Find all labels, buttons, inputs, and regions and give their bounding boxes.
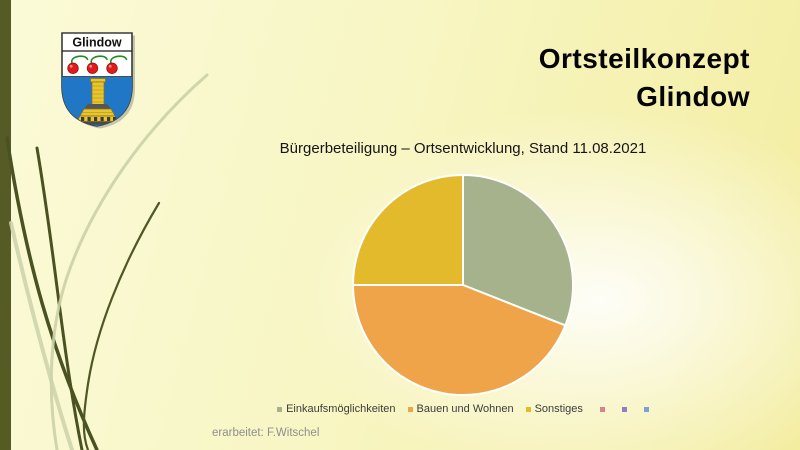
legend-label: Bauen und Wohnen — [416, 403, 514, 415]
chart-legend: Einkaufsmöglichkeiten Bauen und Wohnen Son… — [250, 401, 676, 417]
crest-brick-kiln — [73, 78, 122, 125]
legend-item-5 — [643, 406, 649, 412]
pie-slice-2 — [352, 174, 464, 286]
pie-chart — [352, 174, 574, 397]
slide-title: Ortsteilkonzept Glindow — [330, 40, 750, 116]
crest-cherries — [67, 55, 128, 74]
footer-credit: erarbeitet: F.Witschel — [212, 427, 320, 439]
grass-blade-dark-3 — [82, 201, 161, 450]
legend-swatch-icon — [621, 406, 627, 412]
legend-label: Sonstiges — [534, 403, 583, 415]
left-accent-bar — [0, 0, 11, 450]
legend-swatch-icon — [277, 406, 283, 412]
slide-title-line1: Ortsteilkonzept — [538, 43, 750, 74]
legend-item-3 — [599, 406, 605, 412]
legend-item-4 — [621, 406, 627, 412]
legend-item-0: Einkaufsmöglichkeiten — [277, 403, 396, 415]
grass-blade-light-1 — [49, 73, 209, 450]
glindow-coat-of-arms: Glindow — [61, 32, 135, 129]
legend-label: Einkaufsmöglichkeiten — [286, 403, 396, 415]
legend-item-2: Sonstiges — [525, 403, 583, 415]
grass-blade-dark-1 — [5, 136, 99, 450]
legend-swatch-icon — [407, 406, 413, 412]
legend-swatch-icon — [643, 406, 649, 412]
slide-title-line2: Glindow — [636, 81, 750, 112]
legend-swatch-icon — [599, 406, 605, 412]
chart-title: Bürgerbeteiligung – Ortsentwicklung, Sta… — [279, 140, 647, 157]
grass-blade-light-2 — [9, 221, 74, 450]
grass-decoration — [0, 0, 209, 450]
legend-item-1: Bauen und Wohnen — [407, 403, 514, 415]
legend-swatch-icon — [525, 406, 531, 412]
crest-banner-label: Glindow — [72, 36, 122, 50]
pie-slice-1 — [352, 284, 567, 397]
pie-slice-0 — [462, 174, 574, 327]
